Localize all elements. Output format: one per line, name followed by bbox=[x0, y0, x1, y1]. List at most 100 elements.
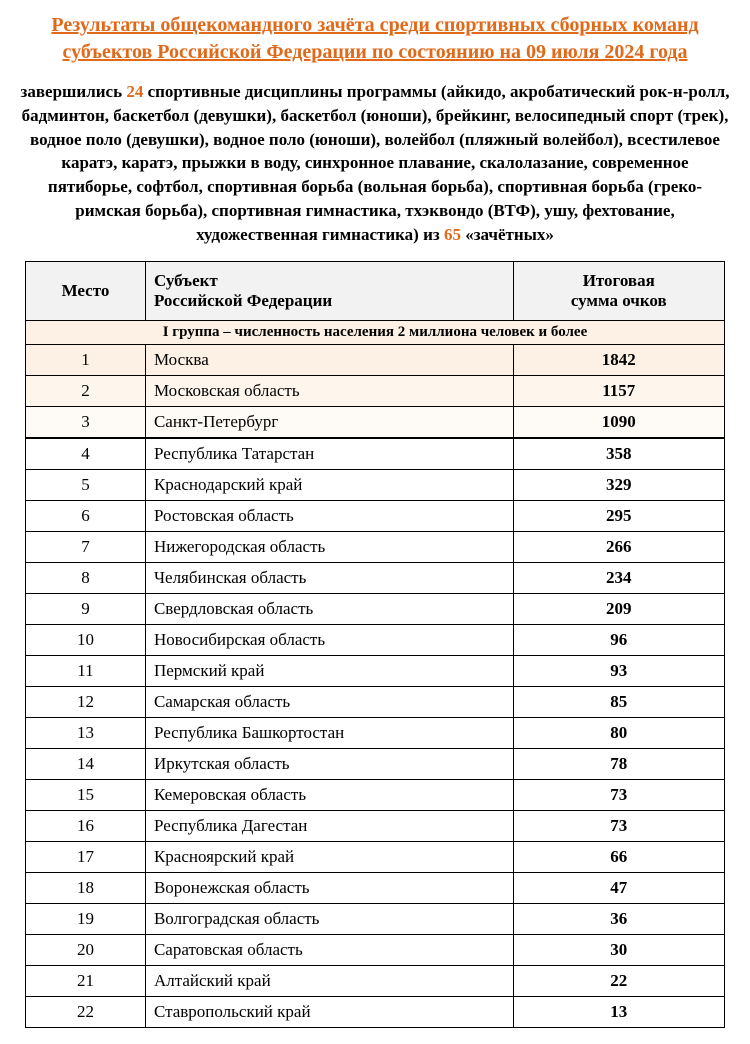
table-row: 10Новосибирская область96 bbox=[26, 624, 725, 655]
cell-score: 329 bbox=[513, 469, 724, 500]
cell-place: 15 bbox=[26, 779, 146, 810]
header-place: Место bbox=[26, 261, 146, 320]
table-row: 3Санкт-Петербург1090 bbox=[26, 406, 725, 438]
cell-place: 5 bbox=[26, 469, 146, 500]
cell-place: 17 bbox=[26, 841, 146, 872]
table-row: 21Алтайский край22 bbox=[26, 965, 725, 996]
header-subject-line1: Субъект bbox=[154, 271, 218, 290]
cell-score: 80 bbox=[513, 717, 724, 748]
cell-score: 266 bbox=[513, 531, 724, 562]
cell-place: 13 bbox=[26, 717, 146, 748]
cell-score: 1157 bbox=[513, 375, 724, 406]
cell-place: 11 bbox=[26, 655, 146, 686]
table-row: 18Воронежская область47 bbox=[26, 872, 725, 903]
header-score-line2: сумма очков bbox=[571, 291, 667, 310]
table-row: 14Иркутская область78 bbox=[26, 748, 725, 779]
cell-subject: Республика Башкортостан bbox=[145, 717, 513, 748]
table-row: 6Ростовская область295 bbox=[26, 500, 725, 531]
cell-score: 209 bbox=[513, 593, 724, 624]
cell-place: 22 bbox=[26, 996, 146, 1027]
cell-subject: Воронежская область bbox=[145, 872, 513, 903]
table-row: 19Волгоградская область36 bbox=[26, 903, 725, 934]
header-score: Итоговая сумма очков bbox=[513, 261, 724, 320]
table-header-row: Место Субъект Российской Федерации Итого… bbox=[26, 261, 725, 320]
cell-place: 9 bbox=[26, 593, 146, 624]
cell-place: 12 bbox=[26, 686, 146, 717]
table-body: I группа – численность населения 2 милли… bbox=[26, 320, 725, 1027]
cell-subject: Республика Татарстан bbox=[145, 438, 513, 470]
table-row: 12Самарская область85 bbox=[26, 686, 725, 717]
cell-place: 6 bbox=[26, 500, 146, 531]
cell-score: 93 bbox=[513, 655, 724, 686]
cell-subject: Свердловская область bbox=[145, 593, 513, 624]
table-row: 17Красноярский край66 bbox=[26, 841, 725, 872]
header-subject: Субъект Российской Федерации bbox=[145, 261, 513, 320]
group-header-cell: I группа – численность населения 2 милли… bbox=[26, 320, 725, 344]
group-header-row: I группа – численность населения 2 милли… bbox=[26, 320, 725, 344]
cell-subject: Санкт-Петербург bbox=[145, 406, 513, 438]
table-row: 1Москва1842 bbox=[26, 344, 725, 375]
cell-subject: Алтайский край bbox=[145, 965, 513, 996]
table-row: 22Ставропольский край13 bbox=[26, 996, 725, 1027]
cell-place: 21 bbox=[26, 965, 146, 996]
page-title: Результаты общекомандного зачёта среди с… bbox=[20, 12, 730, 66]
cell-place: 10 bbox=[26, 624, 146, 655]
cell-place: 1 bbox=[26, 344, 146, 375]
cell-subject: Новосибирская область bbox=[145, 624, 513, 655]
cell-score: 47 bbox=[513, 872, 724, 903]
cell-score: 1090 bbox=[513, 406, 724, 438]
table-row: 16Республика Дагестан73 bbox=[26, 810, 725, 841]
cell-subject: Москва bbox=[145, 344, 513, 375]
cell-subject: Кемеровская область bbox=[145, 779, 513, 810]
table-row: 4Республика Татарстан358 bbox=[26, 438, 725, 470]
cell-place: 7 bbox=[26, 531, 146, 562]
cell-subject: Красноярский край bbox=[145, 841, 513, 872]
cell-score: 85 bbox=[513, 686, 724, 717]
cell-score: 73 bbox=[513, 779, 724, 810]
cell-subject: Ставропольский край bbox=[145, 996, 513, 1027]
cell-place: 20 bbox=[26, 934, 146, 965]
cell-subject: Республика Дагестан bbox=[145, 810, 513, 841]
cell-subject: Волгоградская область bbox=[145, 903, 513, 934]
cell-subject: Краснодарский край bbox=[145, 469, 513, 500]
table-row: 2Московская область1157 bbox=[26, 375, 725, 406]
cell-score: 358 bbox=[513, 438, 724, 470]
cell-place: 3 bbox=[26, 406, 146, 438]
cell-score: 13 bbox=[513, 996, 724, 1027]
cell-score: 234 bbox=[513, 562, 724, 593]
cell-score: 66 bbox=[513, 841, 724, 872]
header-score-line1: Итоговая bbox=[583, 271, 655, 290]
cell-score: 295 bbox=[513, 500, 724, 531]
cell-subject: Московская область bbox=[145, 375, 513, 406]
table-row: 9Свердловская область209 bbox=[26, 593, 725, 624]
table-row: 7Нижегородская область266 bbox=[26, 531, 725, 562]
cell-place: 19 bbox=[26, 903, 146, 934]
table-row: 20Саратовская область30 bbox=[26, 934, 725, 965]
cell-score: 78 bbox=[513, 748, 724, 779]
table-row: 11Пермский край93 bbox=[26, 655, 725, 686]
subtitle-text-2: спортивные дисциплины программы (айкидо,… bbox=[22, 82, 730, 244]
cell-subject: Иркутская область bbox=[145, 748, 513, 779]
cell-place: 4 bbox=[26, 438, 146, 470]
cell-place: 2 bbox=[26, 375, 146, 406]
cell-place: 14 bbox=[26, 748, 146, 779]
table-row: 8Челябинская область234 bbox=[26, 562, 725, 593]
cell-score: 1842 bbox=[513, 344, 724, 375]
cell-subject: Саратовская область bbox=[145, 934, 513, 965]
cell-place: 8 bbox=[26, 562, 146, 593]
subtitle: завершились 24 спортивные дисциплины про… bbox=[20, 80, 730, 247]
cell-score: 22 bbox=[513, 965, 724, 996]
cell-score: 73 bbox=[513, 810, 724, 841]
results-table: Место Субъект Российской Федерации Итого… bbox=[25, 261, 725, 1028]
cell-subject: Челябинская область bbox=[145, 562, 513, 593]
cell-place: 18 bbox=[26, 872, 146, 903]
table-row: 5Краснодарский край329 bbox=[26, 469, 725, 500]
disciplines-count: 24 bbox=[126, 82, 143, 101]
cell-score: 30 bbox=[513, 934, 724, 965]
cell-subject: Самарская область bbox=[145, 686, 513, 717]
cell-place: 16 bbox=[26, 810, 146, 841]
table-row: 13Республика Башкортостан80 bbox=[26, 717, 725, 748]
cell-score: 36 bbox=[513, 903, 724, 934]
cell-score: 96 bbox=[513, 624, 724, 655]
subtitle-text-1: завершились bbox=[21, 82, 127, 101]
